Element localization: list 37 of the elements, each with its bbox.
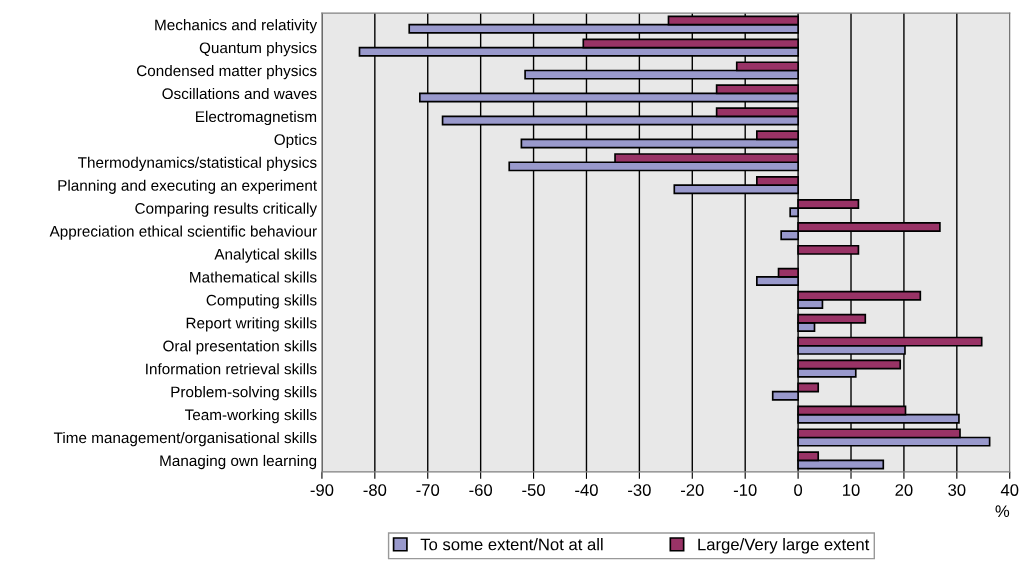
y-tick-label: Information retrieval skills <box>146 363 317 375</box>
y-tick-label: Comparing results critically <box>135 202 318 217</box>
x-tick-label: -80 <box>363 484 387 496</box>
x-tick-label: 40 <box>1000 484 1019 496</box>
x-tick-label: -70 <box>416 484 440 496</box>
y-tick-label: Optics <box>274 133 317 149</box>
y-tick-label: Team-working skills <box>184 409 317 424</box>
x-tick-label: -50 <box>522 484 545 496</box>
x-tick-label: -60 <box>469 484 493 496</box>
x-tick-label: 20 <box>895 484 913 496</box>
x-tick-label: -90 <box>310 484 334 496</box>
y-tick-label: Planning and executing an experiment <box>58 179 317 194</box>
y-tick-label: Analytical skills <box>214 248 317 263</box>
y-tick-label: Oral presentation skills <box>163 340 317 355</box>
y-tick-label: Mechanics and relativity <box>155 19 318 34</box>
y-tick-label: Mathematical skills <box>190 271 317 283</box>
y-tick-label: Managing own learning <box>160 454 317 470</box>
y-tick-label: Oscillations and waves <box>162 87 317 100</box>
y-tick-label: Appreciation ethical scientific behaviour <box>49 225 317 240</box>
y-tick-label: Quantum physics <box>199 42 317 57</box>
y-tick-label: Electromagnetism <box>196 110 317 126</box>
x-tick-label: 0 <box>794 484 803 496</box>
x-axis-title: % <box>995 505 1010 517</box>
legend-label: Large/Very large extent <box>698 538 870 554</box>
y-tick-label: Problem-solving skills <box>171 386 317 401</box>
x-tick-label: 10 <box>843 484 860 496</box>
x-tick-label: -40 <box>575 484 598 496</box>
y-tick-label: Computing skills <box>206 294 317 309</box>
x-tick-label: -20 <box>680 484 704 496</box>
legend-label: To some extent/Not at all <box>420 538 603 551</box>
x-tick-label: 30 <box>948 484 966 496</box>
x-tick-label: -10 <box>733 484 757 496</box>
y-tick-label: Time management/organisational skills <box>53 431 317 447</box>
y-tick-label: Report writing skills <box>186 317 317 332</box>
y-tick-label: Thermodynamics/statistical physics <box>78 156 317 171</box>
y-tick-label: Condensed matter physics <box>136 64 317 80</box>
x-tick-label: -30 <box>628 484 651 496</box>
